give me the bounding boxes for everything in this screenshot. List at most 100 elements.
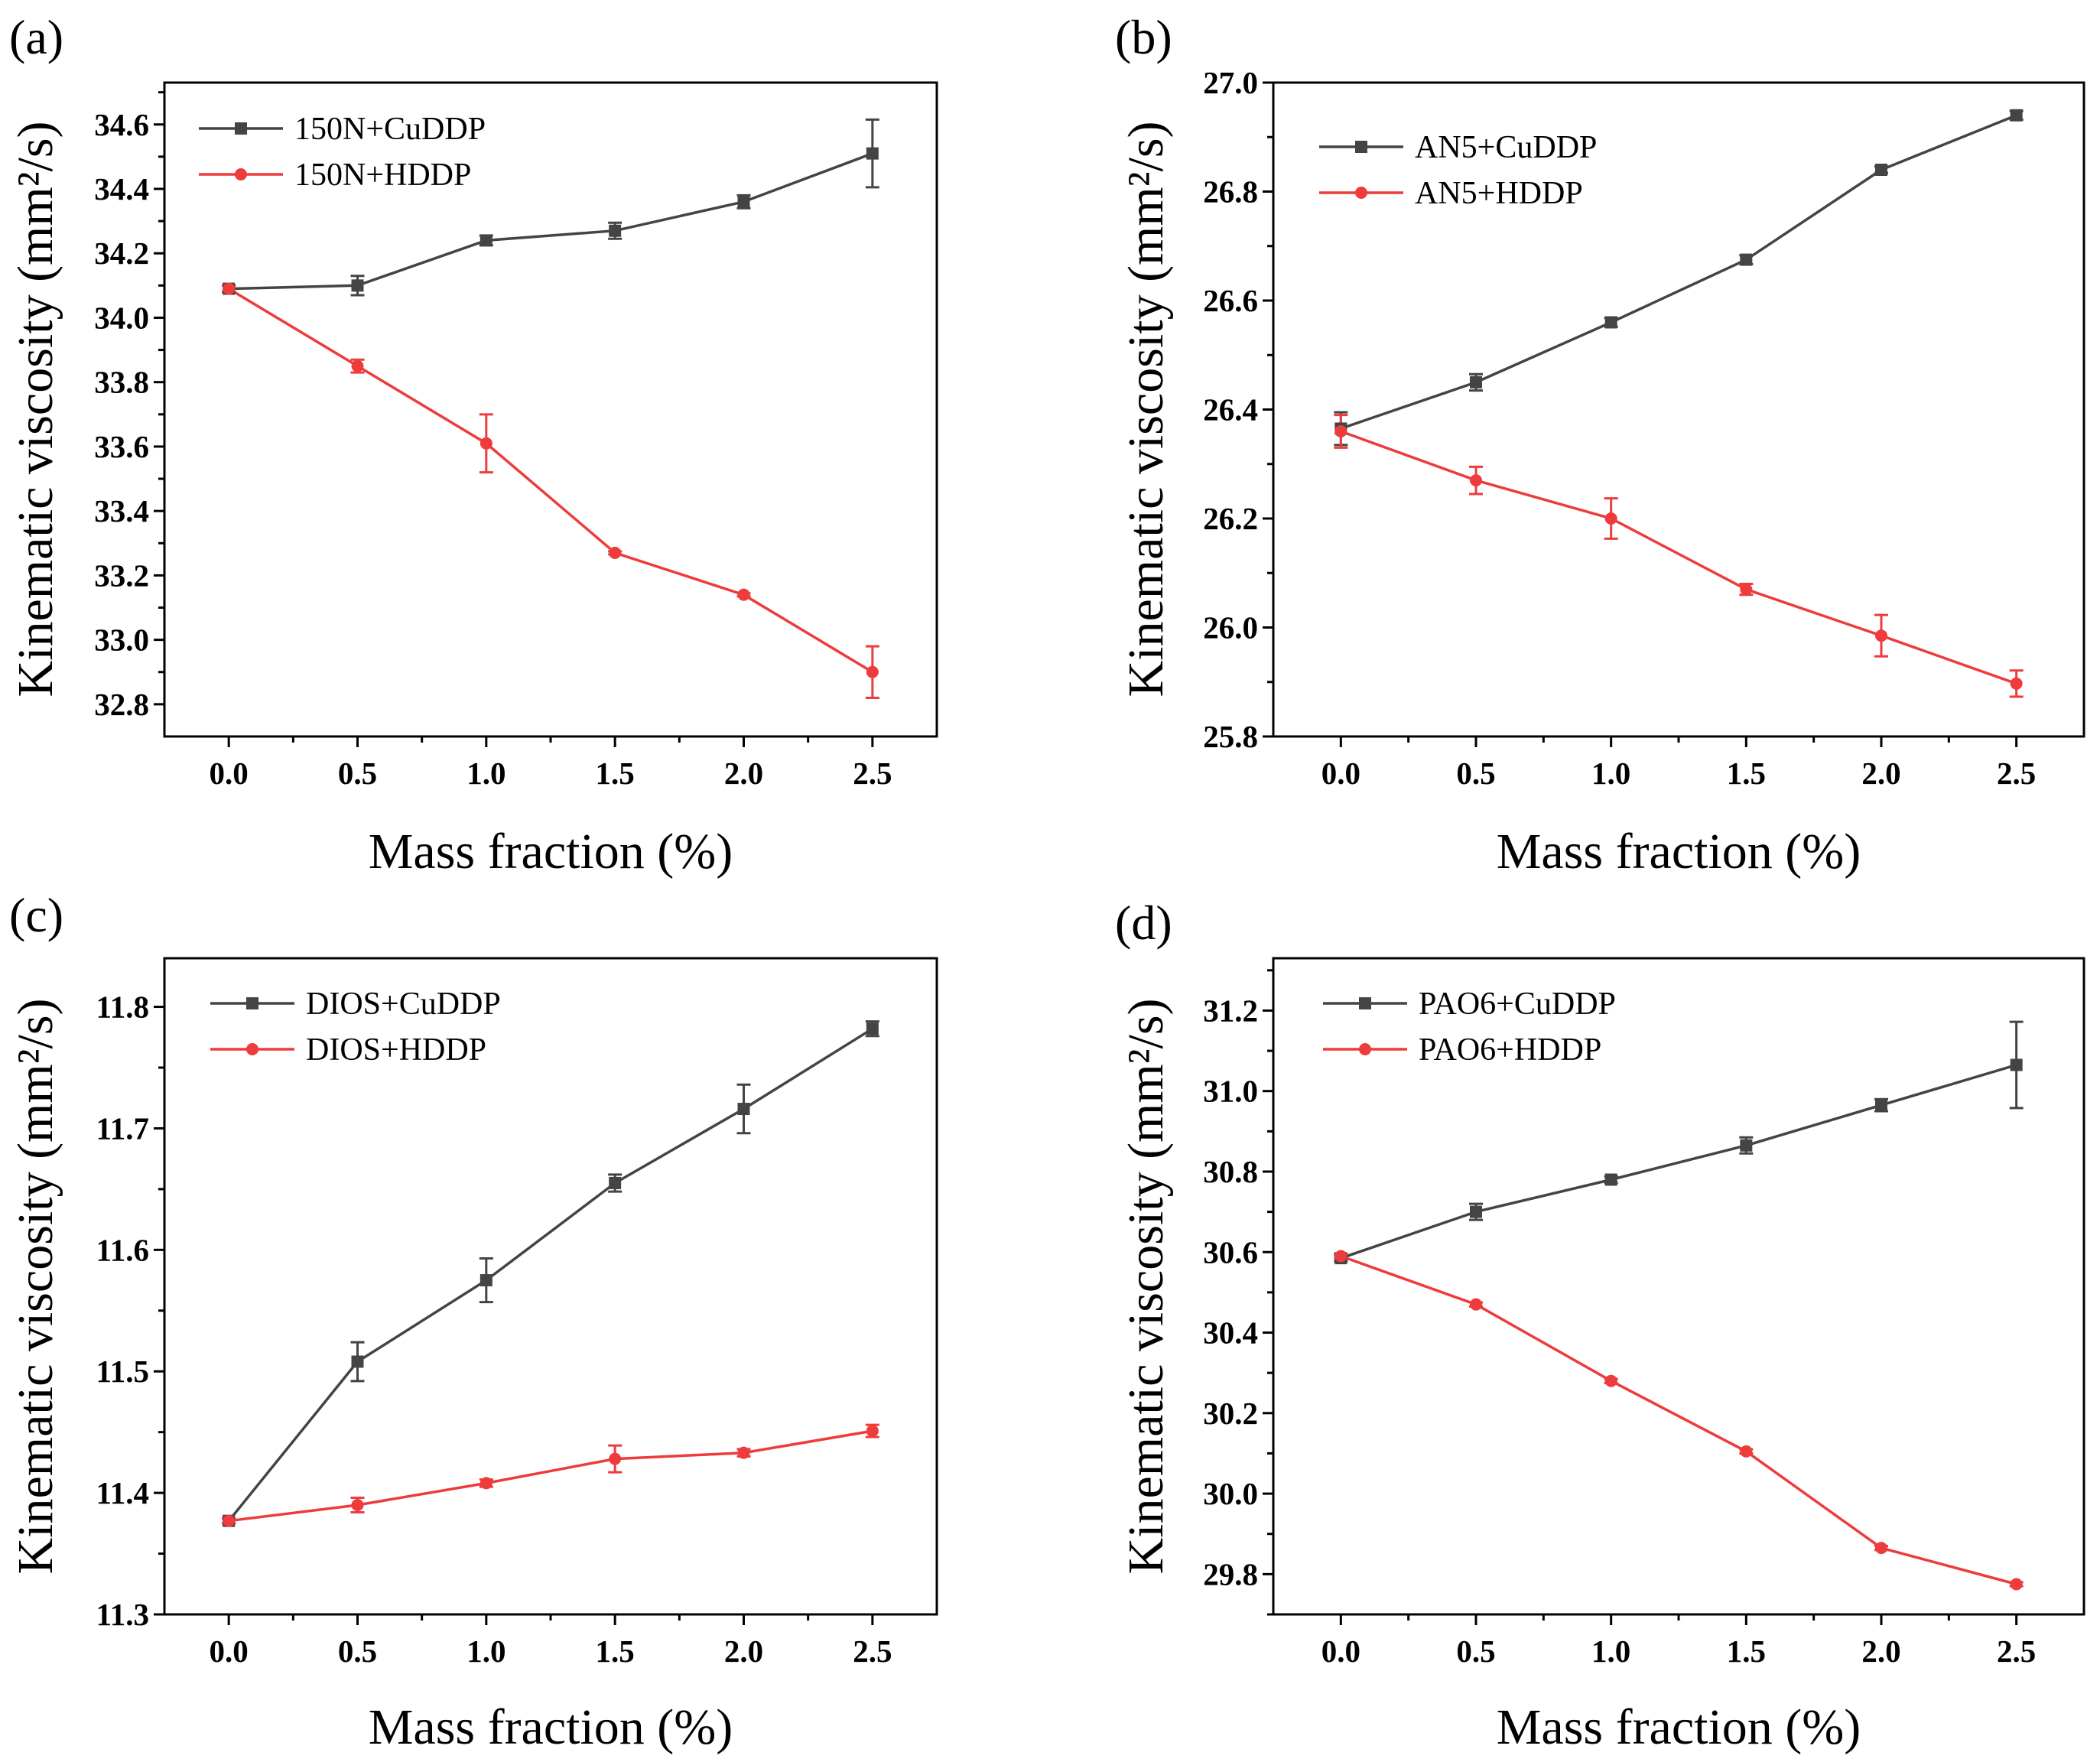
y-tick-label: 33.6	[94, 429, 149, 464]
x-tick-label: 1.0	[466, 1634, 505, 1669]
data-point	[737, 1103, 750, 1116]
panel-b: (b) 0.0 0.5 1.0 1.5 2.0 2.5 25.8 26.0 26.2 26.4 26…	[1115, 10, 2085, 879]
series-line	[228, 1429, 873, 1523]
y-tick-label: 11.5	[96, 1354, 150, 1389]
legend-marker	[246, 1043, 258, 1055]
data-point	[479, 437, 492, 450]
x-tick-label: 0.5	[1456, 1634, 1495, 1669]
y-tick-label: 27.0	[1203, 65, 1258, 100]
data-point	[1740, 1445, 1753, 1458]
legend-marker	[1355, 141, 1367, 153]
x-tick-label: 1.0	[1591, 756, 1630, 791]
panel-d: (d) 0.0 0.5 1.0 1.5 2.0 2.5 29.8 30.0 30.2 30.4 30…	[1115, 896, 2085, 1755]
x-tick-label: 2.5	[1997, 756, 2036, 791]
data-point	[1604, 1173, 1617, 1186]
x-tick-label: 0.0	[210, 1634, 249, 1669]
series-line	[1340, 1063, 2017, 1260]
legend-marker	[1359, 1043, 1371, 1055]
y-tick-label: 11.3	[96, 1597, 150, 1632]
y-tick-label: 26.2	[1203, 501, 1258, 536]
data-point	[1470, 1205, 1482, 1218]
ticks: 0.0 0.5 1.0 1.5 2.0 2.5 32.8 33.0 33.2 33.4 33.6 33…	[94, 91, 892, 791]
ticks: 0.0 0.5 1.0 1.5 2.0 2.5 25.8 26.0 26.2 26.4 26.6 26…	[1203, 65, 2036, 791]
legend-label: 150N+HDDP	[294, 158, 471, 193]
legend-label: DIOS+HDDP	[306, 1032, 486, 1068]
x-tick-label: 1.0	[1591, 1634, 1630, 1669]
data-point	[351, 1355, 364, 1368]
legend-label: AN5+HDDP	[1415, 176, 1583, 211]
data-point	[737, 588, 750, 601]
y-tick-label: 11.8	[96, 990, 150, 1025]
x-tick-label: 0.5	[1456, 756, 1495, 791]
y-tick-label: 31.2	[1203, 993, 1258, 1028]
data-point	[866, 665, 879, 678]
x-tick-label: 1.5	[596, 1634, 635, 1669]
data-point	[223, 1514, 236, 1527]
x-tick-label: 2.0	[1861, 1634, 1900, 1669]
legend-label: PAO6+HDDP	[1419, 1032, 1601, 1068]
plot-frame	[163, 81, 938, 738]
y-axis-title: Kinematic viscosity (mm²/s)	[8, 121, 63, 697]
y-tick-label: 30.6	[1203, 1234, 1258, 1269]
ticks: 0.0 0.5 1.0 1.5 2.0 2.5 29.8 30.0 30.2 30.4 30.6 30…	[1203, 969, 2036, 1669]
legend-item: PAO6+CuDDP	[1323, 987, 1616, 1022]
legend-marker	[1355, 187, 1367, 199]
legend: 150N+CuDDP 150N+HDDP	[199, 112, 486, 193]
y-tick-label: 29.8	[1203, 1556, 1258, 1591]
x-tick-label: 1.5	[1727, 1634, 1766, 1669]
data-point	[737, 1446, 750, 1459]
y-tick-label: 30.2	[1203, 1396, 1258, 1431]
data-point	[866, 1022, 879, 1035]
x-tick-label: 1.0	[466, 756, 505, 791]
y-axis-title: Kinematic viscosity (mm²/s)	[1118, 998, 1174, 1574]
series-line	[1340, 1254, 2017, 1586]
data-point	[1470, 1298, 1482, 1311]
legend-marker	[235, 122, 247, 135]
data-point	[1740, 1139, 1753, 1152]
x-axis-title: Mass fraction (%)	[1497, 824, 1861, 879]
series-line	[227, 1027, 873, 1522]
data-point	[866, 1425, 879, 1438]
y-tick-label: 33.8	[94, 365, 149, 400]
data-point	[609, 1176, 622, 1189]
y-tick-label: 34.0	[94, 300, 149, 335]
y-tick-label: 11.7	[96, 1110, 150, 1146]
series-line	[229, 152, 873, 291]
plot-frame	[163, 957, 938, 1616]
legend-label: PAO6+CuDDP	[1419, 987, 1616, 1022]
data-point	[351, 359, 364, 372]
x-tick-label: 2.0	[724, 1634, 763, 1669]
data-point	[1604, 316, 1617, 329]
data-point	[1604, 1374, 1617, 1387]
series-line	[1340, 430, 2017, 685]
x-tick-label: 1.5	[1727, 756, 1766, 791]
data-point	[1334, 425, 1347, 437]
data-point	[351, 1499, 364, 1511]
y-tick-label: 32.8	[94, 687, 149, 722]
data-point	[1470, 474, 1482, 487]
panel-label: (d)	[1115, 896, 1172, 950]
panel-label: (c)	[9, 888, 63, 942]
data-point	[1740, 583, 1753, 596]
x-axis-title: Mass fraction (%)	[369, 1699, 733, 1755]
data-point	[737, 195, 750, 208]
y-tick-label: 33.0	[94, 623, 149, 658]
series-layer	[222, 1020, 879, 1527]
y-tick-label: 30.8	[1203, 1154, 1258, 1189]
data-point	[1875, 1099, 1887, 1112]
data-point	[479, 1477, 492, 1490]
y-tick-label: 11.4	[96, 1475, 150, 1510]
legend: AN5+CuDDP AN5+HDDP	[1319, 130, 1597, 211]
x-tick-label: 0.5	[338, 1634, 377, 1669]
series-line	[228, 288, 873, 674]
x-axis-title: Mass fraction (%)	[1497, 1699, 1861, 1755]
y-tick-label: 26.6	[1203, 283, 1258, 318]
y-tick-label: 31.0	[1203, 1074, 1258, 1109]
data-point	[351, 279, 364, 292]
x-axis-title: Mass fraction (%)	[369, 824, 733, 879]
plot-frame	[1272, 957, 2085, 1616]
data-point	[223, 282, 236, 295]
legend-label: DIOS+CuDDP	[306, 987, 501, 1022]
data-point	[1875, 629, 1887, 642]
x-tick-label: 2.5	[853, 756, 892, 791]
